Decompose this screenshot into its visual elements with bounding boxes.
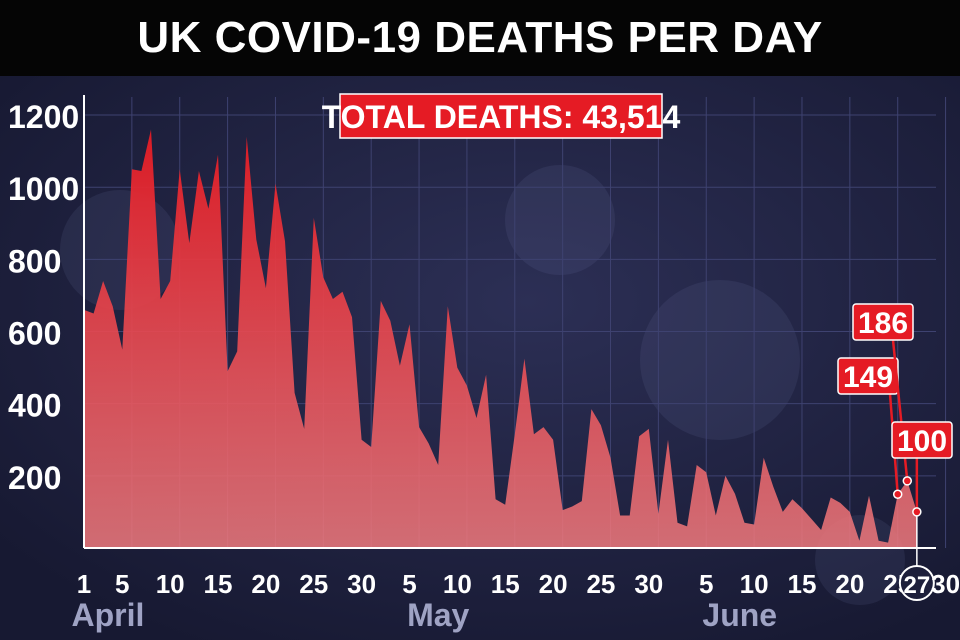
deaths-area bbox=[84, 129, 917, 548]
y-tick-label: 1000 bbox=[8, 171, 79, 207]
y-tick-label: 1200 bbox=[8, 99, 79, 135]
y-tick-label: 800 bbox=[8, 243, 61, 279]
callout-point bbox=[912, 507, 922, 517]
x-tick-label: 30 bbox=[347, 569, 376, 599]
x-tick-label: 10 bbox=[443, 569, 472, 599]
total-deaths-badge: TOTAL DEATHS: 43,514 bbox=[322, 93, 681, 139]
x-tick-label: 5 bbox=[115, 569, 129, 599]
x-tick-label: 30 bbox=[931, 569, 960, 599]
y-axis-ticks: 1200 1000 800 600 400 200 bbox=[8, 99, 79, 496]
y-tick-label: 600 bbox=[8, 316, 61, 352]
x-tick-label: 15 bbox=[491, 569, 520, 599]
title-bar: UK COVID-19 DEATHS PER DAY bbox=[0, 0, 960, 76]
callout-label: 149 bbox=[843, 361, 893, 394]
total-deaths-box bbox=[339, 93, 663, 139]
x-tick-label: 20 bbox=[539, 569, 568, 599]
x-tick-label: 15 bbox=[204, 569, 233, 599]
total-deaths-label: TOTAL DEATHS: 43,514 bbox=[322, 99, 681, 135]
x-tick-label: 20 bbox=[835, 569, 864, 599]
x-tick-label: 5 bbox=[402, 569, 416, 599]
x-tick-label: 20 bbox=[251, 569, 280, 599]
x-tick-label: 10 bbox=[740, 569, 769, 599]
callout-box bbox=[891, 421, 953, 459]
x-tick-label: 5 bbox=[699, 569, 713, 599]
x-tick-label: 1 bbox=[77, 569, 91, 599]
area-layer bbox=[83, 95, 936, 549]
x-tick-label: 30 bbox=[634, 569, 663, 599]
x-tick-label: 25 bbox=[299, 569, 328, 599]
y-tick-label: 200 bbox=[8, 460, 61, 496]
callout-label: 186 bbox=[858, 307, 908, 340]
month-labels: April May June bbox=[71, 597, 777, 633]
callouts: 149 186 100 bbox=[837, 303, 953, 517]
callout-point bbox=[892, 489, 903, 499]
month-label: May bbox=[407, 597, 469, 633]
highlight-day-circle bbox=[898, 565, 935, 601]
month-label: June bbox=[702, 597, 777, 633]
callout-box bbox=[852, 303, 914, 341]
x-tick-label: 25 bbox=[586, 569, 615, 599]
callout-point bbox=[902, 476, 913, 486]
callout-label: 100 bbox=[897, 425, 947, 458]
month-label: April bbox=[71, 597, 144, 633]
x-tick-label-highlight: 27 bbox=[904, 572, 931, 599]
x-tick-label: 15 bbox=[788, 569, 817, 599]
y-tick-label: 400 bbox=[8, 388, 61, 424]
chart-title: UK COVID-19 DEATHS PER DAY bbox=[137, 13, 823, 62]
x-tick-label: 10 bbox=[156, 569, 185, 599]
callout-box bbox=[837, 357, 899, 395]
